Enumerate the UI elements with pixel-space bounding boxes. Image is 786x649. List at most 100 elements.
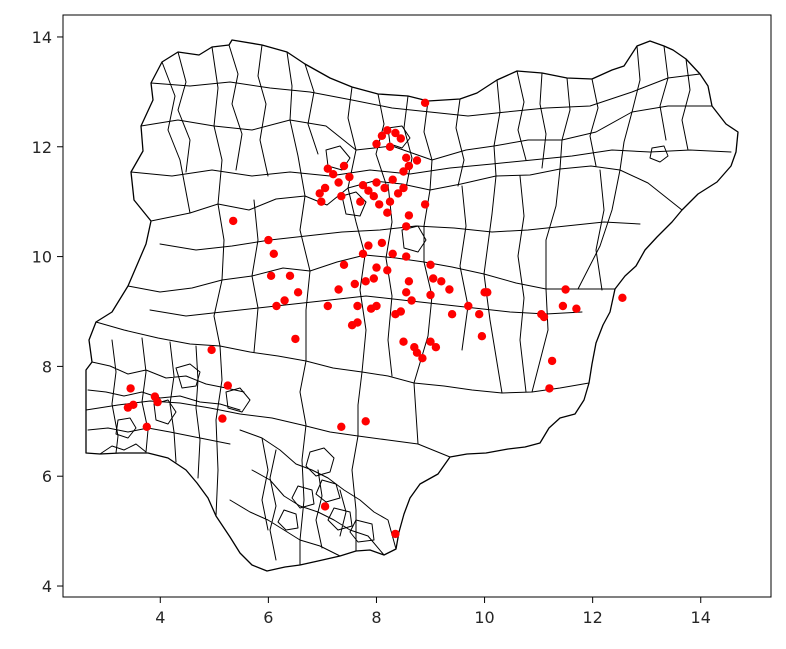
data-point [337,422,346,431]
data-point [377,238,387,248]
y-tick-label: 12 [32,138,52,157]
y-tick-label: 8 [42,357,52,376]
internal-boundary [150,165,683,222]
data-point [426,260,435,269]
data-point [339,260,349,269]
internal-boundary [140,105,713,161]
data-point [402,222,411,231]
data-point [396,134,405,143]
data-point [364,186,373,195]
data-point [353,301,362,311]
data-point [334,285,343,294]
data-point [372,178,381,187]
data-point [329,170,338,179]
internal-boundary [115,363,251,439]
data-point [356,197,365,206]
data-point [380,183,389,193]
x-tick-label: 14 [691,608,711,627]
internal-boundary [483,79,503,394]
data-point [207,345,216,355]
data-point [272,301,281,311]
y-tick-label: 10 [32,248,52,267]
data-point [399,337,408,346]
data-point [402,153,411,162]
data-point [142,422,151,431]
data-point [399,167,408,176]
internal-boundary [277,447,375,543]
data-point [412,156,422,165]
data-point [377,131,387,140]
data-point [393,189,403,198]
data-point [420,200,430,209]
data-point [369,274,378,283]
data-point [266,271,276,280]
internal-boundary [149,169,641,393]
data-point [539,312,549,322]
data-point [547,356,557,366]
data-point [431,343,441,352]
internal-boundary [347,86,367,552]
data-point [323,164,332,173]
data-point [285,271,295,280]
data-point [385,142,395,151]
data-point [447,310,457,319]
data-point [361,277,370,286]
data-point [347,321,357,330]
data-point [369,192,378,201]
data-point [545,384,554,393]
x-tick-label: 12 [582,608,602,627]
internal-boundary [229,429,397,561]
internal-boundary [95,321,590,394]
data-point [445,285,454,294]
internal-boundary [413,100,433,445]
data-point [402,252,411,261]
data-point [229,216,238,226]
internal-boundary [85,400,451,458]
data-point [372,263,381,272]
data-point [429,274,438,283]
data-point [437,277,446,286]
data-point [396,307,405,316]
data-point [385,197,395,206]
axis-ticks: 4 6 8 10 12 14 4 6 8 10 12 14 [32,28,711,627]
data-point [264,235,273,245]
data-point [618,293,627,302]
data-point [280,296,289,305]
scatter-points [123,98,627,539]
data-point [320,183,330,193]
internal-boundary [531,77,571,393]
data-point [412,348,422,357]
data-point [337,192,346,201]
country-outline [85,39,739,572]
x-tick-label: 4 [155,608,165,627]
data-point [350,279,359,289]
data-point [383,126,392,135]
nigeria-lga-boundaries [85,39,739,572]
data-point [402,288,411,297]
data-point [464,301,473,311]
internal-boundary [577,45,641,290]
data-point [320,502,330,511]
axes-frame [62,14,772,598]
data-point [558,301,568,311]
internal-boundary [99,443,147,455]
data-point [383,266,392,275]
y-tick-label: 4 [42,577,52,596]
data-point [404,211,414,220]
data-point [364,241,373,250]
data-point [291,334,300,344]
data-point [269,249,278,258]
data-point [391,529,400,539]
internal-boundary [87,337,245,479]
internal-boundary [127,254,616,293]
data-point [345,172,354,182]
data-point [388,249,397,258]
data-point [420,98,430,108]
y-tick-label: 14 [32,28,52,47]
x-tick-label: 8 [371,608,381,627]
data-point [315,189,324,198]
internal-boundary [286,51,311,566]
y-tick-label: 6 [42,467,52,486]
data-point [561,285,570,294]
